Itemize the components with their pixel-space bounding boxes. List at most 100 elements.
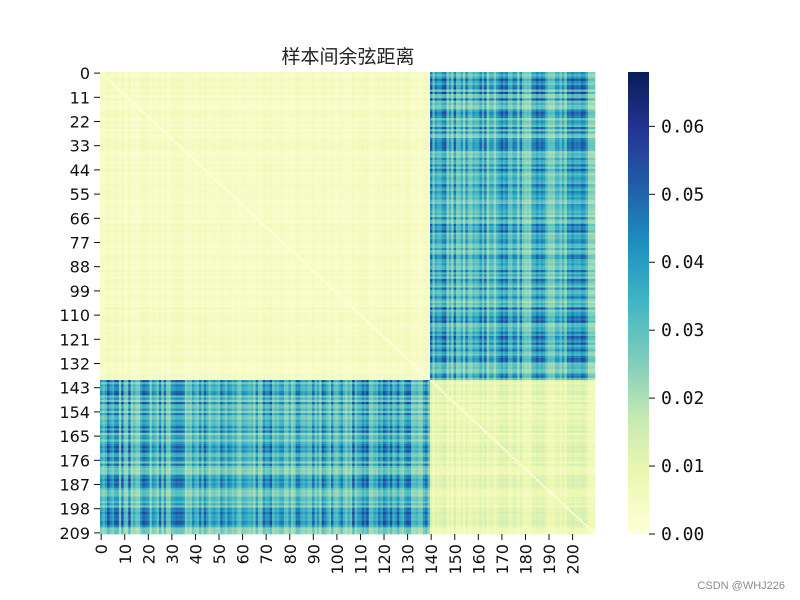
heatmap-cell <box>241 103 244 106</box>
heatmap-cell <box>256 83 259 86</box>
heatmap-cell <box>190 101 193 104</box>
heatmap-cell <box>253 90 256 93</box>
heatmap-cell <box>274 105 277 108</box>
heatmap-cell <box>249 83 252 86</box>
heatmap-cell <box>416 105 419 108</box>
heatmap-cell <box>326 105 329 108</box>
heatmap-cell <box>383 94 386 97</box>
heatmap-cell <box>402 105 405 108</box>
heatmap-cell <box>517 72 520 75</box>
heatmap-cell <box>213 74 216 77</box>
heatmap-cell <box>548 101 551 104</box>
heatmap-cell <box>145 81 148 84</box>
heatmap-cell <box>574 79 577 82</box>
heatmap-cell <box>216 79 219 82</box>
heatmap-cell <box>461 94 464 97</box>
heatmap-cell <box>536 90 539 93</box>
heatmap-cell <box>385 96 388 99</box>
heatmap-cell <box>145 83 148 86</box>
heatmap-cell <box>329 72 332 75</box>
heatmap-cell <box>157 101 160 104</box>
heatmap-cell <box>593 101 596 104</box>
heatmap-cell <box>421 83 424 86</box>
heatmap-cell <box>510 94 513 97</box>
heatmap-cell <box>383 98 386 101</box>
heatmap-cell <box>230 103 233 106</box>
heatmap-cell <box>522 92 525 95</box>
heatmap-cell <box>267 96 270 99</box>
heatmap-cell <box>418 96 421 99</box>
heatmap-cell <box>470 81 473 84</box>
heatmap-cell <box>279 103 282 106</box>
heatmap-cell <box>218 81 221 84</box>
heatmap-cell <box>194 90 197 93</box>
heatmap-cell <box>150 72 153 75</box>
heatmap-cell <box>451 92 454 95</box>
heatmap-cell <box>458 92 461 95</box>
heatmap-cell <box>586 94 589 97</box>
heatmap-cell <box>477 85 480 88</box>
heatmap-cell <box>529 79 532 82</box>
heatmap-cell <box>303 83 306 86</box>
heatmap-cell <box>166 101 169 104</box>
heatmap-cell <box>310 72 313 75</box>
heatmap-cell <box>183 101 186 104</box>
heatmap-cell <box>227 96 230 99</box>
heatmap-cell <box>373 72 376 75</box>
heatmap-cell <box>336 83 339 86</box>
heatmap-cell <box>340 96 343 99</box>
heatmap-cell <box>583 76 586 79</box>
heatmap-cell <box>157 92 160 95</box>
heatmap-cell <box>270 96 273 99</box>
heatmap-cell <box>458 79 461 82</box>
heatmap-cell <box>461 72 464 75</box>
heatmap-cell <box>246 98 249 101</box>
heatmap-cell <box>180 98 183 101</box>
heatmap-cell <box>303 103 306 106</box>
heatmap-cell <box>463 92 466 95</box>
heatmap-cell <box>270 85 273 88</box>
heatmap-cell <box>197 105 200 108</box>
heatmap-cell <box>128 74 131 77</box>
heatmap-cell <box>576 103 579 106</box>
heatmap-cell <box>564 72 567 75</box>
heatmap-cell <box>256 79 259 82</box>
heatmap-cell <box>373 101 376 104</box>
heatmap-cell <box>220 83 223 86</box>
heatmap-cell <box>482 76 485 79</box>
heatmap-cell <box>218 92 221 95</box>
heatmap-cell <box>470 96 473 99</box>
heatmap-cell <box>315 94 318 97</box>
heatmap-cell <box>133 81 136 84</box>
heatmap-cell <box>168 101 171 104</box>
heatmap-cell <box>477 92 480 95</box>
heatmap-cell <box>359 101 362 104</box>
heatmap-cell <box>119 85 122 88</box>
heatmap-cell <box>336 90 339 93</box>
heatmap-cell <box>538 85 541 88</box>
heatmap-cell <box>411 96 414 99</box>
heatmap-cell <box>569 103 572 106</box>
heatmap-cell <box>296 94 299 97</box>
heatmap-cell <box>166 90 169 93</box>
heatmap-cell <box>449 101 452 104</box>
heatmap-cell <box>147 101 150 104</box>
heatmap-cell <box>503 81 506 84</box>
heatmap-cell <box>124 72 127 75</box>
heatmap-cell <box>355 96 358 99</box>
heatmap-cell <box>553 83 556 86</box>
heatmap-cell <box>109 94 112 97</box>
heatmap-cell <box>145 90 148 93</box>
heatmap-cell <box>345 79 348 82</box>
heatmap-cell <box>364 74 367 77</box>
heatmap-cell <box>484 92 487 95</box>
heatmap-cell <box>329 81 332 84</box>
heatmap-cell <box>529 81 532 84</box>
heatmap-cell <box>157 94 160 97</box>
heatmap-cell <box>468 81 471 84</box>
heatmap-cell <box>350 87 353 90</box>
heatmap-cell <box>246 85 249 88</box>
heatmap-cell <box>249 103 252 106</box>
heatmap-cell <box>319 90 322 93</box>
heatmap-cell <box>190 85 193 88</box>
